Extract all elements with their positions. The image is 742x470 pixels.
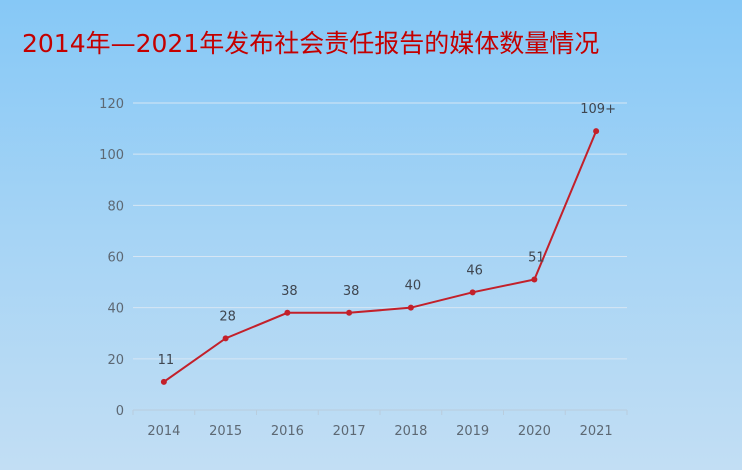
x-tick-label: 2017: [333, 424, 366, 439]
data-label: 109+: [580, 102, 616, 117]
x-tick-label: 2020: [518, 424, 551, 439]
chart-title: 2014年—2021年发布社会责任报告的媒体数量情况: [22, 29, 600, 58]
y-tick-label: 60: [107, 251, 124, 266]
data-point: [531, 276, 538, 283]
data-label: 51: [528, 251, 545, 266]
y-tick-label: 120: [99, 97, 124, 112]
y-tick-label: 0: [116, 404, 124, 419]
y-tick-label: 40: [107, 302, 124, 317]
data-point: [284, 309, 291, 316]
y-tick-label: 20: [107, 353, 124, 368]
data-point: [222, 335, 229, 342]
x-tick-label: 2016: [271, 424, 304, 439]
data-point: [593, 128, 600, 135]
data-point: [469, 289, 476, 296]
data-label: 40: [405, 279, 422, 294]
x-tick-label: 2014: [147, 424, 180, 439]
data-point: [160, 378, 167, 385]
data-label: 38: [281, 284, 298, 299]
y-tick-label: 100: [99, 148, 124, 163]
data-label: 38: [343, 284, 360, 299]
x-tick-label: 2018: [394, 424, 427, 439]
x-tick-label: 2019: [456, 424, 489, 439]
data-label: 11: [158, 353, 175, 368]
data-label: 28: [219, 309, 236, 324]
y-tick-label: 80: [107, 199, 124, 214]
data-label: 46: [466, 263, 483, 278]
series-line: [163, 130, 598, 383]
x-tick-label: 2021: [580, 424, 613, 439]
x-tick-label: 2015: [209, 424, 242, 439]
data-point: [346, 309, 353, 316]
data-point: [407, 304, 414, 311]
